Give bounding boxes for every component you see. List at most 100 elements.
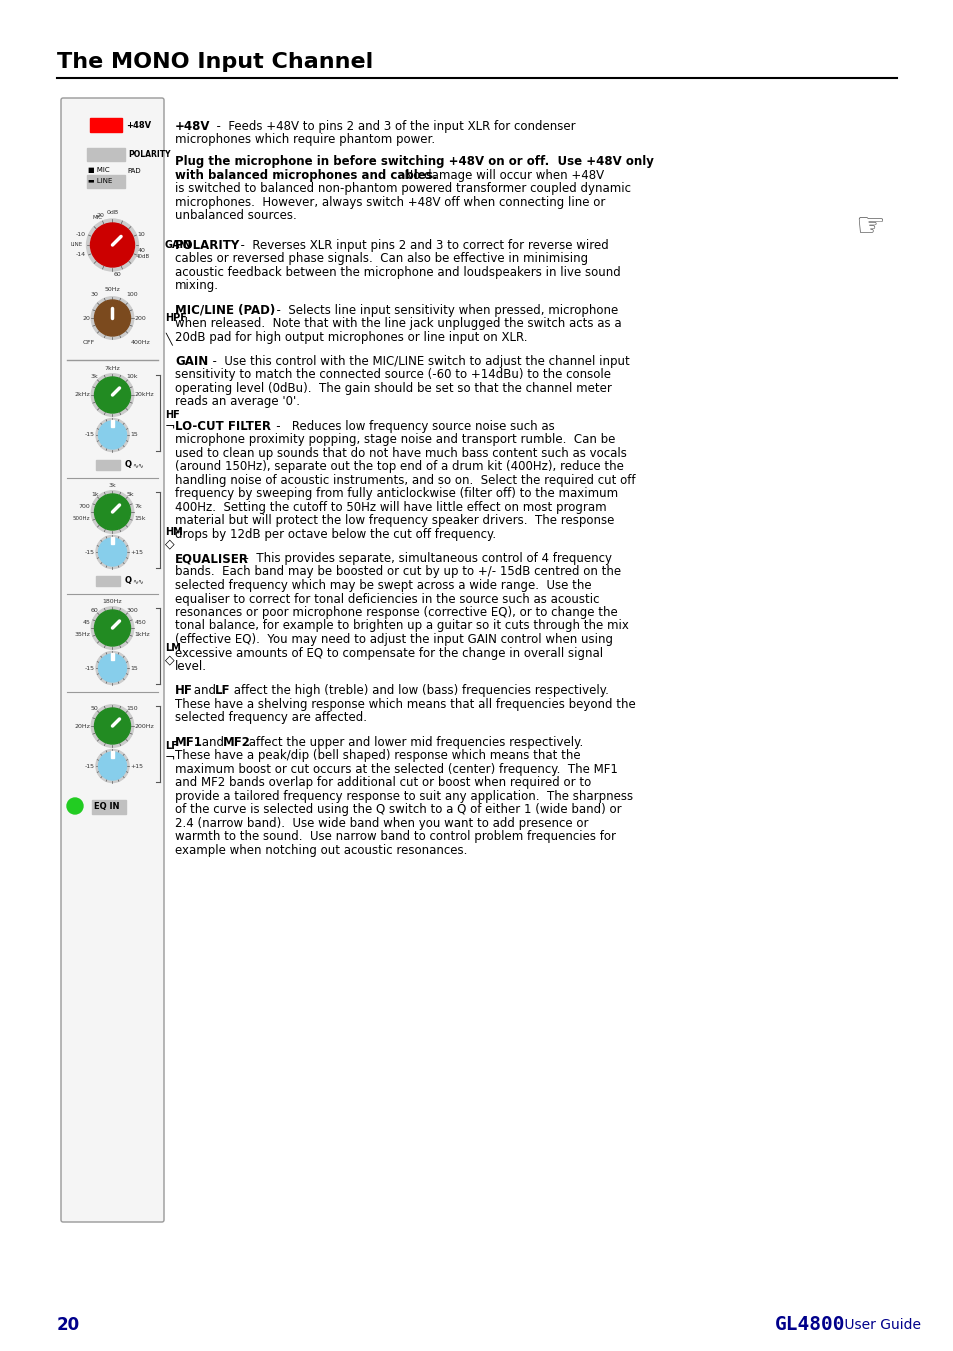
Text: of the curve is selected using the Q switch to a Q of either 1 (wide band) or: of the curve is selected using the Q swi… [174, 802, 621, 816]
Text: GL4800: GL4800 [774, 1316, 844, 1335]
Circle shape [91, 705, 133, 747]
Text: 20kHz: 20kHz [134, 393, 154, 397]
Bar [96, 576, 120, 586]
Text: 15: 15 [131, 432, 138, 438]
Bar [88, 176, 126, 188]
Bar [111, 420, 114, 427]
Text: tonal balance, for example to brighten up a guitar so it cuts through the mix: tonal balance, for example to brighten u… [174, 620, 628, 632]
Text: 45: 45 [83, 620, 91, 626]
Text: operating level (0dBu).  The gain should be set so that the channel meter: operating level (0dBu). The gain should … [174, 382, 611, 394]
Circle shape [67, 798, 83, 815]
Text: frequency by sweeping from fully anticlockwise (filter off) to the maximum: frequency by sweeping from fully anticlo… [174, 488, 618, 500]
Text: -15: -15 [85, 763, 94, 769]
Text: LO-CUT FILTER: LO-CUT FILTER [174, 420, 271, 432]
Text: HM: HM [165, 527, 183, 536]
Text: The MONO Input Channel: The MONO Input Channel [57, 51, 373, 72]
Text: EQUALISER: EQUALISER [174, 553, 249, 565]
Text: GAIN: GAIN [165, 240, 192, 250]
Text: -15: -15 [85, 550, 94, 554]
Text: ¬: ¬ [165, 420, 175, 434]
Text: LF: LF [214, 685, 231, 697]
Text: LINE: LINE [71, 242, 82, 247]
Circle shape [91, 490, 133, 534]
Text: 20Hz: 20Hz [74, 724, 91, 728]
Text: 50Hz: 50Hz [105, 286, 120, 292]
Text: microphone proximity popping, stage noise and transport rumble.  Can be: microphone proximity popping, stage nois… [174, 434, 615, 446]
Text: 20: 20 [57, 1316, 80, 1333]
Text: 10: 10 [137, 232, 145, 238]
Text: 2.4 (narrow band).  Use wide band when you want to add presence or: 2.4 (narrow band). Use wide band when yo… [174, 816, 588, 830]
Text: 180Hz: 180Hz [103, 598, 122, 604]
Text: 1kHz: 1kHz [134, 632, 150, 638]
Text: 20dB pad for high output microphones or line input on XLR.: 20dB pad for high output microphones or … [174, 331, 527, 343]
Text: ☞: ☞ [854, 209, 884, 243]
Circle shape [91, 374, 133, 416]
Text: -14: -14 [75, 253, 86, 258]
Text: 7k: 7k [134, 504, 142, 508]
Text: 40: 40 [137, 247, 145, 253]
Bar [111, 538, 114, 543]
Circle shape [94, 708, 131, 744]
Text: OFF: OFF [82, 340, 94, 345]
Text: 500Hz: 500Hz [73, 516, 91, 520]
Text: +15: +15 [131, 763, 143, 769]
Text: 30: 30 [91, 292, 98, 297]
Text: handling noise of acoustic instruments, and so on.  Select the required cut off: handling noise of acoustic instruments, … [174, 474, 635, 486]
Text: level.: level. [174, 661, 207, 673]
Text: 200Hz: 200Hz [134, 724, 154, 728]
Bar [111, 654, 114, 659]
Text: -  Reverses XLR input pins 2 and 3 to correct for reverse wired: - Reverses XLR input pins 2 and 3 to cor… [233, 239, 608, 251]
Text: HF: HF [165, 409, 179, 420]
Text: 300: 300 [127, 608, 138, 612]
Text: -  This provides separate, simultaneous control of 4 frequency: - This provides separate, simultaneous c… [236, 553, 612, 565]
Bar [96, 459, 120, 470]
Text: cables or reversed phase signals.  Can also be effective in minimising: cables or reversed phase signals. Can al… [174, 253, 587, 265]
Text: used to clean up sounds that do not have much bass content such as vocals: used to clean up sounds that do not have… [174, 447, 626, 459]
Text: 15: 15 [131, 666, 138, 670]
Text: 100: 100 [127, 292, 138, 297]
Text: drops by 12dB per octave below the cut off frequency.: drops by 12dB per octave below the cut o… [174, 528, 496, 540]
Text: User Guide: User Guide [840, 1319, 920, 1332]
Text: LF: LF [165, 740, 177, 751]
Text: is switched to balanced non-phantom powered transformer coupled dynamic: is switched to balanced non-phantom powe… [174, 182, 630, 195]
Circle shape [91, 297, 133, 339]
Text: ■ MIC: ■ MIC [89, 168, 110, 173]
Text: 5k: 5k [127, 492, 134, 497]
Text: POLARITY: POLARITY [174, 239, 240, 251]
Text: +48V: +48V [127, 120, 152, 130]
Text: These have a shelving response which means that all frequencies beyond the: These have a shelving response which mea… [174, 698, 635, 711]
Text: GAIN: GAIN [174, 355, 208, 367]
Text: 450: 450 [134, 620, 146, 626]
Text: PAD: PAD [128, 168, 141, 174]
Text: -15: -15 [85, 666, 94, 670]
Text: equaliser to correct for tonal deficiencies in the source such as acoustic: equaliser to correct for tonal deficienc… [174, 593, 598, 605]
Bar [91, 118, 122, 132]
Circle shape [96, 750, 129, 782]
Text: 20: 20 [83, 316, 91, 320]
Text: ▬ LINE: ▬ LINE [89, 178, 112, 184]
Text: 1k: 1k [91, 492, 98, 497]
Text: example when notching out acoustic resonances.: example when notching out acoustic reson… [174, 843, 467, 857]
Text: 3k: 3k [109, 484, 116, 488]
Text: 3k: 3k [91, 374, 98, 380]
Text: excessive amounts of EQ to compensate for the change in overall signal: excessive amounts of EQ to compensate fo… [174, 647, 602, 659]
Text: bands.  Each band may be boosted or cut by up to +/- 15dB centred on the: bands. Each band may be boosted or cut b… [174, 566, 620, 578]
Bar [92, 800, 127, 815]
Circle shape [98, 422, 127, 449]
Circle shape [94, 611, 131, 646]
Text: and MF2 bands overlap for additional cut or boost when required or to: and MF2 bands overlap for additional cut… [174, 775, 591, 789]
Text: reads an average '0'.: reads an average '0'. [174, 396, 299, 408]
Text: maximum boost or cut occurs at the selected (center) frequency.  The MF1: maximum boost or cut occurs at the selec… [174, 762, 618, 775]
Text: (effective EQ).  You may need to adjust the input GAIN control when using: (effective EQ). You may need to adjust t… [174, 634, 613, 646]
Text: and: and [198, 735, 228, 748]
Text: HPF: HPF [165, 313, 187, 323]
Text: 10k: 10k [127, 374, 138, 380]
Text: MF2: MF2 [223, 735, 251, 748]
Text: MIC: MIC [92, 215, 102, 220]
Text: 200: 200 [134, 316, 146, 320]
Circle shape [96, 535, 129, 569]
Circle shape [96, 419, 129, 451]
Text: 50: 50 [91, 705, 98, 711]
Text: 2kHz: 2kHz [74, 393, 91, 397]
Text: provide a tailored frequency response to suit any application.  The sharpness: provide a tailored frequency response to… [174, 789, 633, 802]
